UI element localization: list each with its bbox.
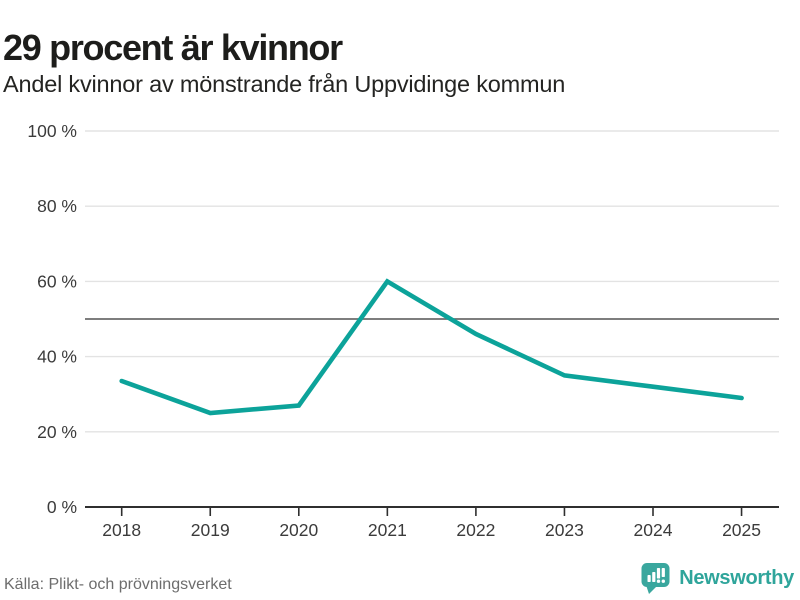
y-axis-tick-label: 80 %: [37, 196, 77, 216]
x-axis-tick-label: 2019: [191, 520, 230, 540]
chart-subtitle: Andel kvinnor av mönstrande från Uppvidi…: [3, 71, 566, 97]
data-line: [119, 278, 744, 416]
page-title: 29 procent är kvinnor: [3, 27, 343, 69]
source-caption: Källa: Plikt- och prövningsverket: [4, 576, 232, 593]
y-axis-tick-label: 60 %: [37, 271, 77, 291]
x-axis-tick-label: 2023: [545, 520, 584, 540]
x-axis-tick-label: 2020: [279, 520, 318, 540]
x-axis-tick-label: 2024: [634, 520, 673, 540]
x-axis-tick-label: 2022: [456, 520, 495, 540]
x-axis-tick-label: 2018: [102, 520, 141, 540]
y-axis-tick-label: 100 %: [27, 121, 77, 141]
newsworthy-logo: Newsworthy: [641, 562, 794, 595]
brand-name: Newsworthy: [679, 567, 794, 589]
bar-chart-speech-bubble-icon: [641, 563, 670, 594]
y-axis-tick-label: 40 %: [37, 347, 77, 367]
x-axis-tick-label: 2025: [722, 520, 761, 540]
x-axis-tick-label: 2021: [368, 520, 407, 540]
y-axis-tick-label: 20 %: [37, 422, 77, 442]
y-axis-tick-label: 0 %: [47, 497, 77, 517]
